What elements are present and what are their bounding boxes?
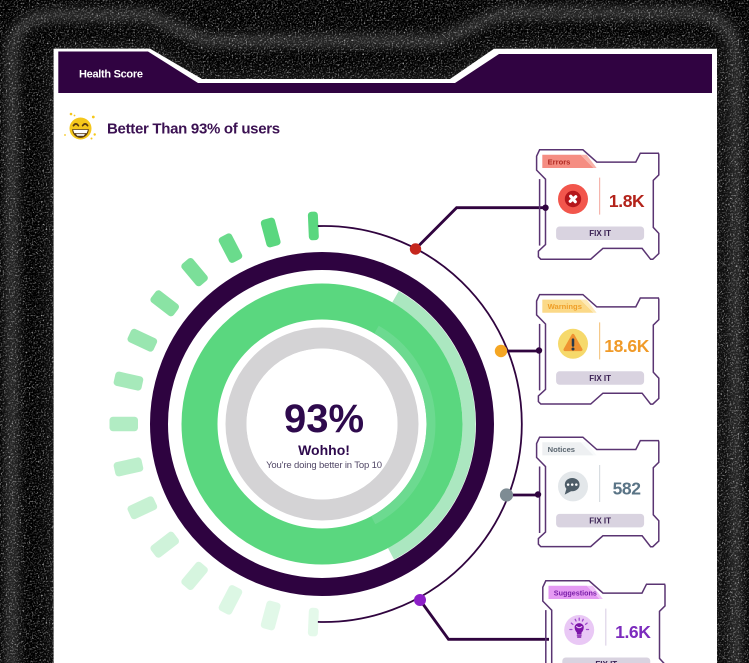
svg-text:582: 582 [613,479,642,499]
svg-text:1.8K: 1.8K [609,191,645,211]
svg-text:FIX IT: FIX IT [589,229,611,238]
svg-text:93%: 93% [284,397,364,441]
svg-text:Warnings: Warnings [548,302,582,311]
svg-text:FIX IT: FIX IT [589,517,611,526]
svg-text:Errors: Errors [548,157,571,166]
svg-text:You're doing better in Top 10: You're doing better in Top 10 [266,460,382,471]
svg-text:Better Than 93% of users: Better Than 93% of users [107,121,280,138]
svg-text:FIX IT: FIX IT [589,374,611,383]
svg-text:1.6K: 1.6K [615,622,651,642]
svg-text:Wohho!: Wohho! [298,442,350,458]
svg-text:Notices: Notices [548,445,575,454]
svg-text:Suggestions: Suggestions [554,588,597,597]
svg-text:FIX IT: FIX IT [595,660,617,663]
svg-text:Health Score: Health Score [79,69,143,81]
svg-text:18.6K: 18.6K [604,336,649,356]
